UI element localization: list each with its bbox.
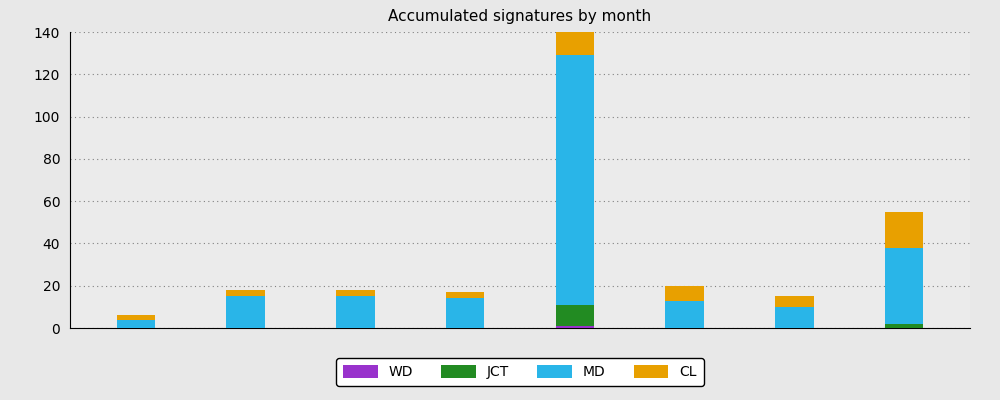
Bar (775, 307, 814, 328)
Bar (556, 326, 594, 328)
Bar (117, 315, 155, 320)
Bar (556, 55, 594, 305)
Bar (446, 292, 484, 298)
Bar (226, 296, 265, 328)
Legend: WD, JCT, MD, CL: WD, JCT, MD, CL (336, 358, 704, 386)
Bar (336, 290, 375, 296)
Bar (117, 320, 155, 328)
Bar (556, 305, 594, 326)
Title: Accumulated signatures by month: Accumulated signatures by month (388, 9, 652, 24)
Bar (775, 296, 814, 307)
Bar (446, 298, 484, 328)
Bar (665, 286, 704, 300)
Bar (885, 212, 923, 248)
Bar (665, 300, 704, 328)
Bar (885, 248, 923, 324)
Bar (556, 11, 594, 55)
Bar (226, 290, 265, 296)
Bar (336, 296, 375, 328)
Bar (885, 324, 923, 328)
